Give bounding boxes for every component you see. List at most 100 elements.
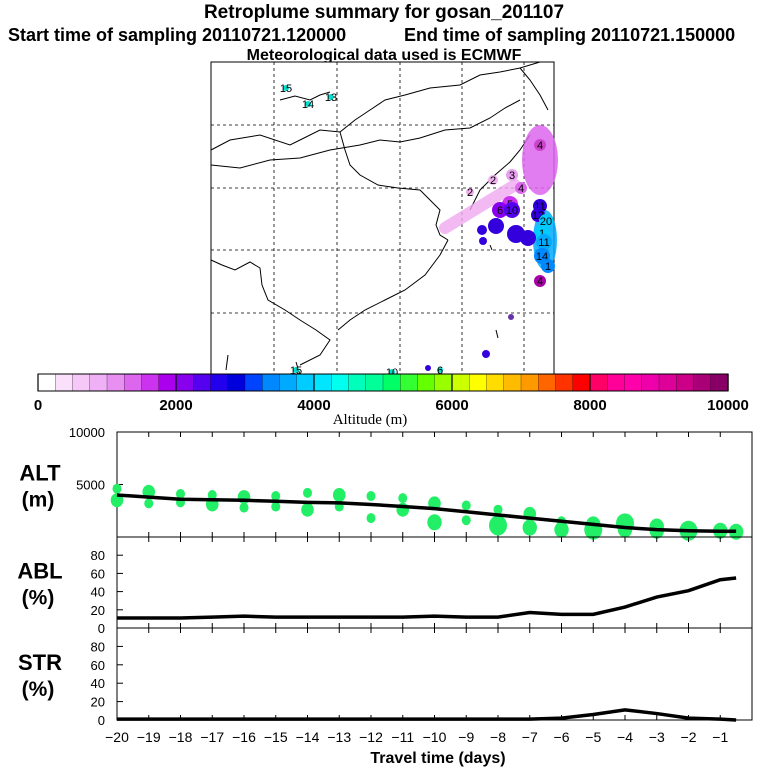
colorbar-cell bbox=[227, 373, 246, 392]
alt-particle-dot bbox=[616, 513, 634, 534]
x-tick-label: −16 bbox=[232, 729, 256, 745]
alt-particle-dot bbox=[144, 498, 154, 509]
altitude-colorbar: 0 2000 4000 6000 8000 10000 Altitude (m) bbox=[34, 373, 749, 428]
map-markers: 151413151064223456101112201111414 bbox=[280, 83, 555, 379]
map-marker-label: 20 bbox=[540, 216, 552, 228]
x-tick-label: −3 bbox=[649, 729, 665, 745]
colorbar-cell bbox=[279, 373, 298, 392]
colorbar-cell bbox=[244, 373, 263, 392]
map-coastlines bbox=[210, 61, 549, 376]
y-tick-label: 10000 bbox=[69, 425, 105, 440]
alt-particle-dot bbox=[461, 500, 471, 511]
colorbar-cell bbox=[193, 373, 212, 392]
colorbar-cell bbox=[313, 373, 332, 392]
alt-particle-dot bbox=[207, 490, 217, 500]
alt-particle-dot bbox=[239, 502, 249, 513]
alt-particle-dot bbox=[522, 519, 537, 536]
alt-particle-dot bbox=[332, 488, 346, 502]
colorbar-cell bbox=[676, 373, 695, 392]
colorbar-cell bbox=[417, 373, 436, 392]
colorbar-cell bbox=[589, 373, 608, 392]
map-marker: 20 bbox=[539, 214, 553, 228]
x-tick-label: −5 bbox=[585, 729, 601, 745]
x-tick-label: −9 bbox=[458, 729, 474, 745]
colorbar-cell bbox=[607, 373, 626, 392]
y-tick-label: 60 bbox=[91, 658, 105, 673]
end-time-label: End time of sampling 20110721.150000 bbox=[404, 25, 736, 45]
alt-particle-dot bbox=[554, 521, 569, 538]
x-tick-label: −13 bbox=[327, 729, 351, 745]
panel-yunit: (%) bbox=[22, 587, 55, 610]
colorbar-cell bbox=[175, 373, 194, 392]
alt-particle-dot bbox=[112, 483, 122, 494]
x-tick-label: −19 bbox=[137, 729, 161, 745]
panel-yunit: (%) bbox=[22, 678, 55, 701]
colorbar-cell bbox=[555, 373, 574, 392]
panel-abl: 0 20 40 60 80 ABL (%) bbox=[17, 536, 753, 636]
map-particle bbox=[488, 218, 504, 234]
colorbar-cell bbox=[331, 373, 350, 392]
map-particle bbox=[508, 314, 514, 320]
colorbar-cell bbox=[89, 373, 108, 392]
series-line-alt bbox=[116, 493, 737, 533]
map-marker-label: 4 bbox=[537, 140, 543, 152]
x-tick-label: −10 bbox=[423, 729, 447, 745]
x-tick-label: −17 bbox=[200, 729, 224, 745]
map-marker-label: 11 bbox=[534, 201, 545, 213]
panel-ylabel: STR bbox=[18, 650, 62, 675]
colorbar-cell bbox=[520, 373, 539, 392]
colorbar-cell bbox=[124, 373, 143, 392]
panel-alt: 5000 10000 ALT (m) bbox=[19, 425, 753, 541]
map-marker-label: 2 bbox=[467, 187, 473, 199]
colorbar-cell bbox=[503, 373, 522, 392]
colorbar-cell bbox=[451, 373, 470, 392]
alt-particle-dot bbox=[176, 488, 185, 499]
map-marker: 6 bbox=[492, 202, 508, 218]
alt-particle-dot bbox=[427, 514, 442, 531]
map-marker: 11 bbox=[536, 234, 552, 250]
colorbar-cell bbox=[296, 373, 315, 392]
map-marker: 2 bbox=[466, 187, 474, 199]
colorbar-cell bbox=[141, 373, 160, 392]
colorbar-label: Altitude (m) bbox=[333, 412, 408, 428]
colorbar-cell bbox=[469, 373, 488, 392]
map-marker: 3 bbox=[506, 169, 518, 182]
map-marker: 4 bbox=[515, 182, 527, 195]
alt-particle-dot bbox=[649, 518, 664, 535]
map-marker-label: 4 bbox=[537, 276, 543, 288]
x-tick-label: −4 bbox=[617, 729, 633, 745]
map-marker: 15 bbox=[280, 83, 292, 95]
y-tick-label: 40 bbox=[91, 585, 105, 600]
x-tick-label: −11 bbox=[391, 729, 414, 745]
colorbar-cell bbox=[400, 373, 419, 392]
colorbar-cell bbox=[572, 373, 591, 392]
x-tick-label: −18 bbox=[169, 729, 193, 745]
map-marker: 10 bbox=[504, 202, 520, 218]
map-marker-label: 4 bbox=[518, 183, 524, 195]
colorbar-cell bbox=[486, 373, 505, 392]
alt-particle-dot bbox=[271, 501, 281, 512]
x-tick-label: −12 bbox=[359, 729, 383, 745]
x-axis-title: Travel time (days) bbox=[370, 750, 505, 767]
colorbar-cell bbox=[382, 373, 401, 392]
colorbar-tick-label: 4000 bbox=[297, 397, 330, 414]
y-tick-label: 80 bbox=[91, 639, 105, 654]
map-marker-label: 6 bbox=[497, 205, 503, 217]
colorbar-cell bbox=[72, 373, 91, 392]
map-marker: 4 bbox=[534, 139, 546, 152]
map-particle bbox=[425, 365, 431, 371]
y-tick-label: 20 bbox=[91, 695, 105, 710]
alt-particle-dot bbox=[461, 515, 471, 526]
map-marker: 4 bbox=[534, 275, 546, 288]
map-marker-label: 3 bbox=[509, 170, 515, 182]
colorbar-cell bbox=[158, 373, 177, 392]
map-marker-label: 2 bbox=[490, 175, 496, 187]
panel-ylabel: ABL bbox=[17, 559, 62, 584]
panel-ylabel: ALT bbox=[19, 461, 61, 486]
colorbar-tick-label: 2000 bbox=[159, 397, 192, 414]
map-particle bbox=[477, 225, 487, 235]
colorbar-cell bbox=[693, 373, 712, 392]
map-marker: 14 bbox=[302, 99, 314, 111]
map-marker: 6 bbox=[437, 365, 443, 377]
x-tick-label: −20 bbox=[105, 729, 129, 745]
